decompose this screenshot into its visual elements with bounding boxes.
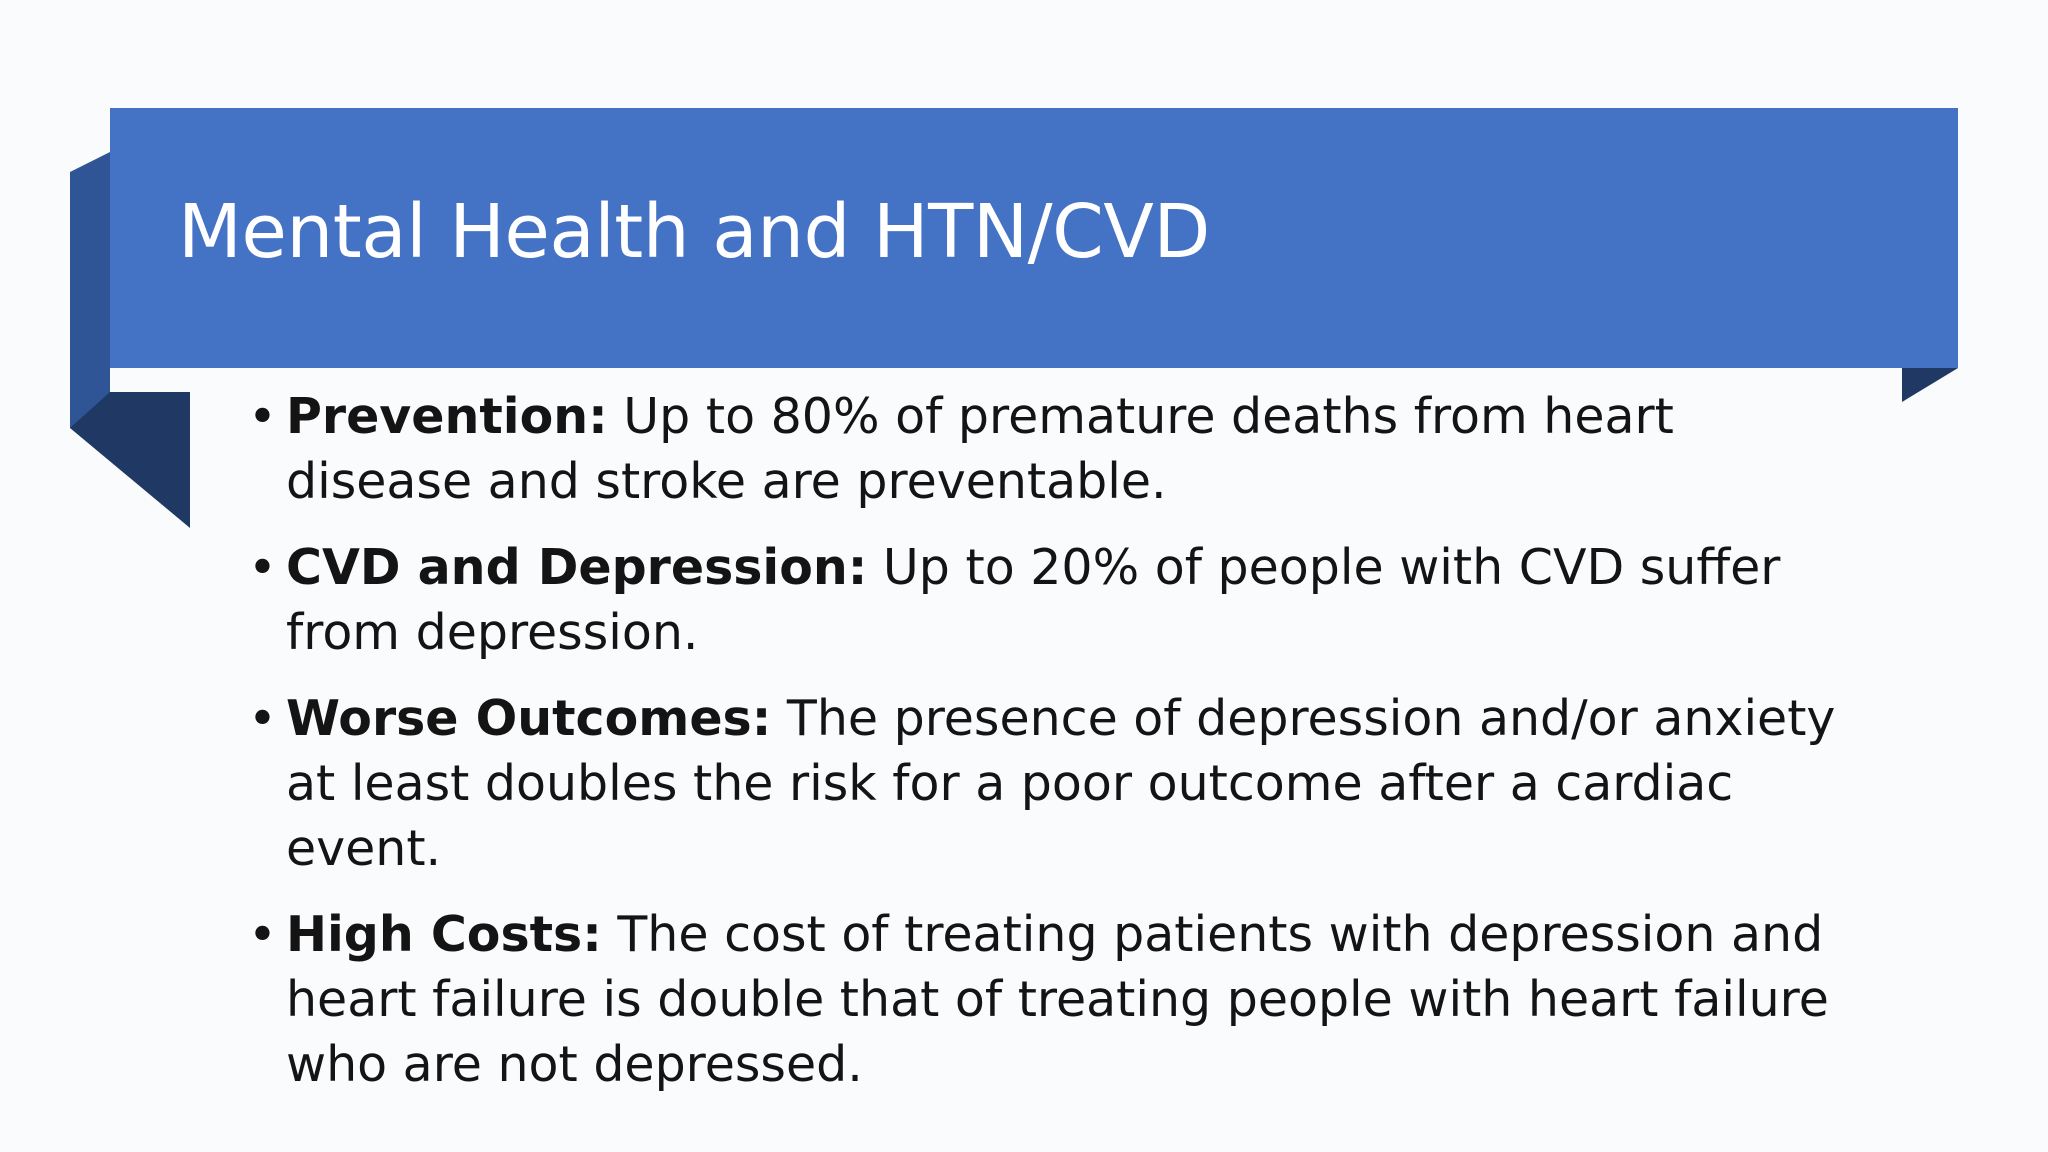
bullet-text: Up to 80% of premature deaths from heart… [286, 388, 1674, 510]
bullet-text: The presence of depression and/or anxiet… [286, 690, 1836, 877]
bullet-heading: CVD and Depression: [286, 539, 868, 596]
bullet-item-worse-outcomes: • Worse Outcomes: The presence of depres… [248, 686, 1868, 881]
bullet-heading: High Costs: [286, 906, 602, 963]
banner-left-fold [70, 392, 190, 528]
banner-left-tail [70, 152, 110, 438]
title-banner [110, 108, 1958, 368]
bullet-item-high-costs: • High Costs: The cost of treating patie… [248, 902, 1868, 1097]
bullet-item-cvd-depression: • CVD and Depression: Up to 20% of peopl… [248, 535, 1868, 665]
bullet-dot: • [248, 690, 277, 747]
bullet-dot: • [248, 539, 277, 596]
banner-right-fold [1902, 368, 1958, 402]
bullet-item-prevention: • Prevention: Up to 80% of premature dea… [248, 384, 1868, 514]
bullet-text: The cost of treating patients with depre… [286, 906, 1829, 1093]
slide-title: Mental Health and HTN/CVD [178, 189, 1210, 275]
bullet-dot: • [248, 906, 277, 963]
bullet-text: Up to 20% of people with CVD suffer from… [286, 539, 1781, 661]
bullet-list: • Prevention: Up to 80% of premature dea… [248, 384, 1868, 1118]
bullet-heading: Worse Outcomes: [286, 690, 772, 747]
bullet-heading: Prevention: [286, 388, 608, 445]
bullet-dot: • [248, 388, 277, 445]
